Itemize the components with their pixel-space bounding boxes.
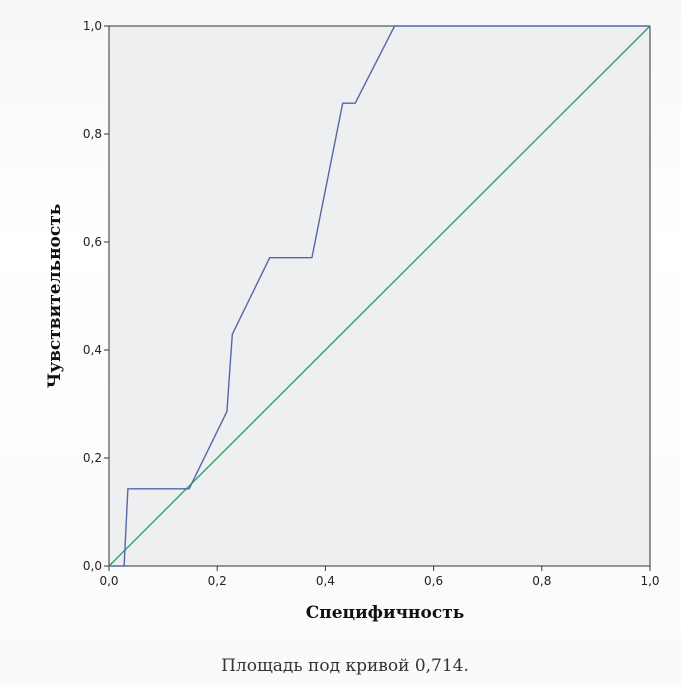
y-axis-title: Чувствительность (45, 204, 65, 389)
y-tick-label: 0,6 (83, 235, 102, 249)
x-tick-label: 0,2 (208, 574, 227, 588)
x-tick-label: 0,6 (424, 574, 443, 588)
y-tick-label: 0,8 (83, 127, 102, 141)
reference-line (108, 25, 651, 567)
y-tick-label: 1,0 (83, 19, 102, 33)
x-axis-title: Специфичность (306, 603, 465, 623)
series-group (108, 25, 651, 567)
x-tick-label: 0,4 (316, 574, 335, 588)
x-tick-label: 1,0 (640, 574, 659, 588)
x-axis-ticks: 0,0 0,2 0,4 0,6 0,8 1,0 (99, 566, 660, 588)
y-axis-ticks: 0,0 0,2 0,4 0,6 0,8 1,0 (83, 19, 109, 573)
y-tick-label: 0,2 (83, 451, 102, 465)
x-tick-label: 0,8 (532, 574, 551, 588)
y-tick-label: 0,0 (83, 559, 102, 573)
roc-curve (109, 25, 650, 567)
y-tick-label: 0,4 (83, 343, 102, 357)
auc-caption: Площадь под кривой 0,714. (221, 656, 469, 676)
x-tick-label: 0,0 (99, 574, 118, 588)
